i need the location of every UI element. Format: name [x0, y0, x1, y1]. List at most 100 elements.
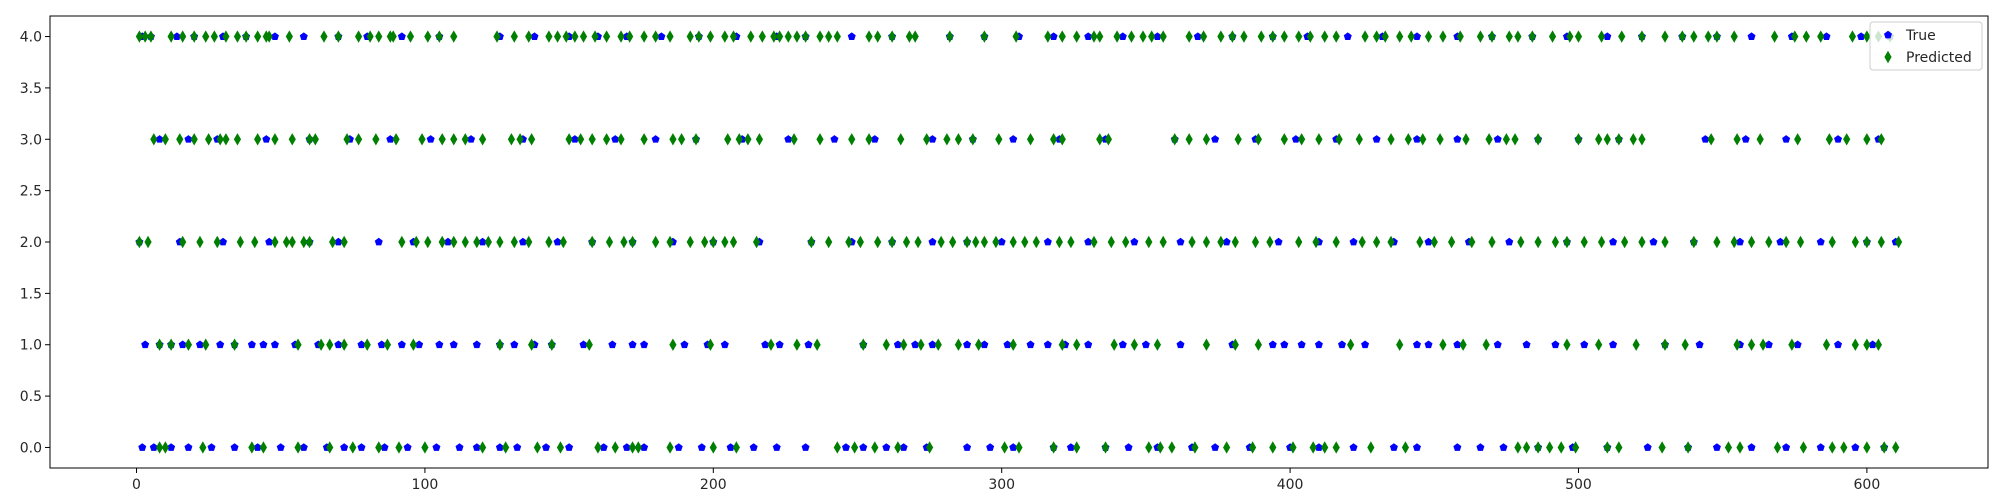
predicted-point [1401, 441, 1410, 454]
predicted-point [1595, 133, 1603, 146]
predicted-point [594, 441, 602, 454]
x-tick-label: 100 [412, 477, 439, 493]
predicted-point [1730, 235, 1738, 249]
true-point [334, 340, 343, 349]
predicted-point [732, 441, 740, 454]
predicted-point [556, 441, 565, 454]
predicted-point [729, 30, 738, 43]
predicted-point [288, 133, 296, 146]
predicted-point [1280, 133, 1288, 146]
predicted-point [406, 30, 415, 43]
predicted-point [1171, 133, 1179, 146]
predicted-point [1528, 30, 1536, 43]
true-point [1782, 443, 1791, 451]
predicted-point [354, 133, 363, 146]
predicted-point [626, 30, 634, 43]
predicted-point [605, 235, 614, 249]
true-point [1043, 237, 1052, 246]
predicted-point [793, 338, 801, 351]
predicted-point [1234, 133, 1242, 146]
true-point [599, 443, 608, 451]
true-point [1609, 340, 1618, 349]
series-predicted [135, 30, 1903, 454]
true-point [386, 135, 395, 143]
predicted-point [980, 235, 988, 249]
predicted-point [1615, 133, 1623, 146]
predicted-point [943, 133, 951, 146]
predicted-point [326, 338, 334, 351]
legend: True Predicted [1869, 21, 1983, 71]
predicted-point [1407, 30, 1415, 43]
predicted-point [1603, 441, 1611, 454]
true-point [357, 340, 366, 349]
predicted-point [1000, 441, 1009, 454]
true-point [1274, 237, 1283, 246]
true-point [276, 443, 285, 451]
predicted-point [135, 30, 144, 43]
predicted-point [669, 133, 677, 146]
true-point [657, 32, 666, 40]
predicted-point [190, 133, 198, 146]
predicted-point [1828, 235, 1836, 249]
predicted-point [972, 235, 980, 249]
predicted-point [213, 235, 221, 249]
predicted-point [1505, 30, 1513, 43]
true-point [1747, 32, 1756, 40]
predicted-point [1638, 30, 1646, 43]
predicted-point [865, 30, 873, 43]
predicted-point [1228, 30, 1237, 43]
predicted-point [179, 235, 187, 249]
predicted-point [1488, 235, 1496, 249]
predicted-point [502, 441, 510, 454]
true-point [841, 443, 850, 451]
true-point [963, 443, 972, 451]
predicted-point [1557, 441, 1565, 454]
predicted-point [372, 133, 380, 146]
predicted-point [1396, 30, 1404, 43]
predicted-point [1796, 235, 1805, 249]
predicted-point [801, 30, 810, 43]
predicted-point [1658, 441, 1666, 454]
predicted-point [1424, 30, 1433, 43]
predicted-point [755, 133, 764, 146]
predicted-point [1156, 441, 1164, 454]
predicted-point [179, 30, 187, 43]
predicted-point [833, 441, 841, 454]
x-tick-label: 600 [1854, 477, 1881, 493]
predicted-point [1312, 235, 1320, 249]
y-tick-label: 1.0 [20, 338, 42, 354]
predicted-point [1851, 235, 1859, 249]
predicted-point [366, 30, 374, 43]
true-point [1453, 340, 1462, 349]
predicted-point [1185, 133, 1193, 146]
predicted-point [461, 235, 469, 249]
predicted-point [525, 30, 533, 43]
true-point [1009, 443, 1018, 451]
predicted-point [1724, 441, 1733, 454]
predicted-point [409, 338, 417, 351]
predicted-point [701, 235, 709, 249]
predicted-point [571, 30, 579, 43]
axis-ticks: 0 100 200 300 400 500 600 0.0 0.5 1.0 1.5 2.0 2.5 3.0… [20, 30, 1881, 493]
predicted-point [548, 338, 556, 351]
predicted-point [770, 30, 778, 43]
predicted-point [882, 338, 890, 351]
predicted-point [1139, 30, 1147, 43]
predicted-point [1892, 441, 1900, 454]
predicted-point [1522, 441, 1531, 454]
true-point [1412, 135, 1421, 143]
predicted-point [1678, 30, 1686, 43]
predicted-point [856, 235, 864, 249]
true-point [1764, 340, 1773, 349]
predicted-point [1681, 338, 1689, 351]
legend-box [1869, 21, 1983, 71]
predicted-point [735, 133, 743, 146]
true-point [377, 340, 386, 349]
true-point [1735, 237, 1744, 246]
predicted-point [1661, 235, 1669, 249]
predicted-point [1632, 338, 1640, 351]
predicted-point [288, 235, 296, 249]
true-point [775, 340, 784, 349]
predicted-point [271, 133, 279, 146]
y-tick-label: 2.0 [20, 235, 42, 251]
